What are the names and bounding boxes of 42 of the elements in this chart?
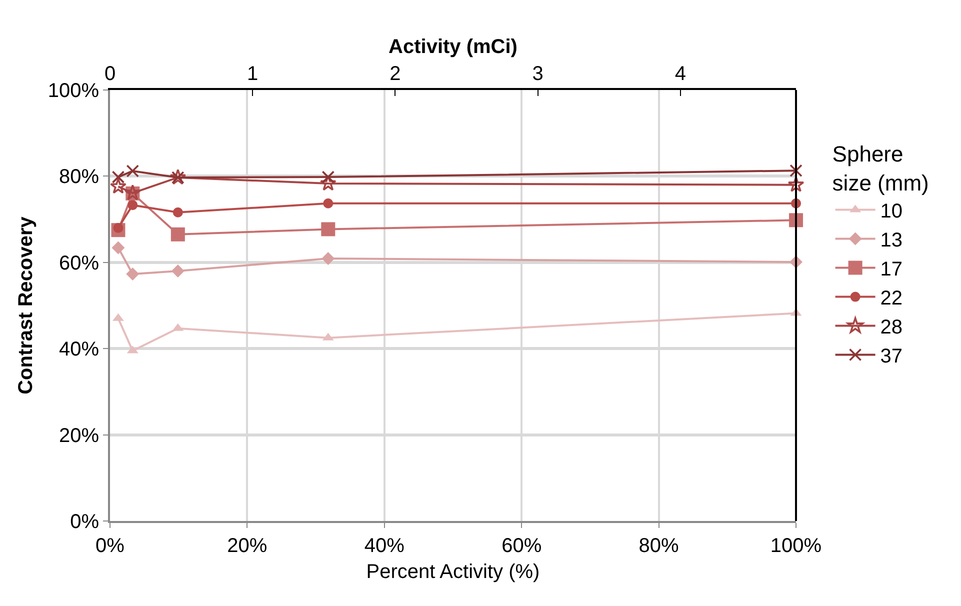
point xyxy=(790,164,802,177)
point xyxy=(170,227,185,242)
x-axis-title: Percent Activity (%) xyxy=(366,561,540,583)
point xyxy=(323,198,334,208)
legend-label: 37 xyxy=(880,346,903,368)
point xyxy=(126,268,140,281)
x2-axis-title: Activity (mCi) xyxy=(388,36,518,58)
legend-title: Sphere size (mm) xyxy=(832,142,929,196)
point xyxy=(322,170,335,184)
x2-tick-label: 4 xyxy=(674,63,686,85)
x2-tick-label: 0 xyxy=(104,63,116,85)
point xyxy=(112,241,125,254)
point xyxy=(128,200,138,210)
point xyxy=(171,264,184,278)
y-tick-label: 60% xyxy=(58,252,100,274)
y-axis-title: Contrast Recovery xyxy=(14,216,37,394)
x-tick-label: 80% xyxy=(638,535,680,557)
legend-label: 10 xyxy=(880,200,903,223)
x-tick-label: 100% xyxy=(770,535,822,557)
y-tick-label: 100% xyxy=(48,80,100,102)
x2-tick-label: 2 xyxy=(390,63,401,85)
x2-tick-label: 3 xyxy=(532,63,544,85)
y-tick-label: 40% xyxy=(58,338,100,361)
y-tick-label: 0% xyxy=(70,511,100,533)
x2-tick-label: 1 xyxy=(247,63,258,85)
point xyxy=(172,207,183,218)
y-tick-label: 20% xyxy=(58,424,100,447)
point xyxy=(322,252,335,266)
point xyxy=(788,176,804,192)
point xyxy=(110,178,126,194)
point xyxy=(321,222,336,236)
legend-label: 17 xyxy=(880,258,903,281)
x-tick-label: 0% xyxy=(96,535,125,557)
point xyxy=(126,164,140,178)
legend-label: 28 xyxy=(880,316,903,339)
y-tick-label: 80% xyxy=(58,166,100,188)
x-tick-label: 60% xyxy=(502,535,542,557)
legend-label: 22 xyxy=(880,288,903,310)
x-tick-label: 40% xyxy=(364,535,405,557)
legend-label: 13 xyxy=(880,230,903,252)
point xyxy=(112,170,125,184)
x-tick-label: 20% xyxy=(227,535,268,557)
